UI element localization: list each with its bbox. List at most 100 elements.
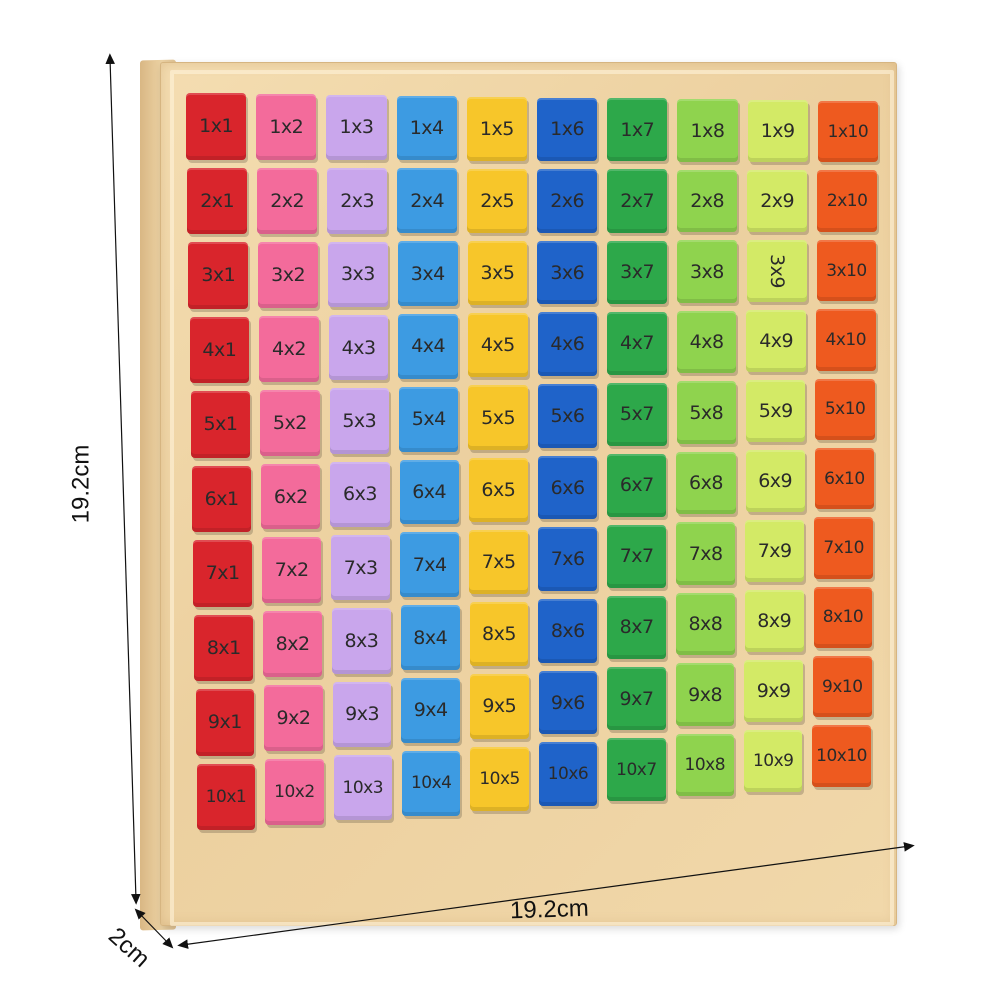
tile-5x5[interactable]: 5x5 (468, 385, 528, 450)
tile-3x3[interactable]: 3x3 (328, 241, 388, 307)
tile-1x8[interactable]: 1x8 (677, 99, 738, 162)
tile-7x10[interactable]: 7x10 (814, 517, 874, 579)
tile-10x1[interactable]: 10x1 (196, 763, 256, 830)
tile-4x10[interactable]: 4x10 (816, 309, 876, 371)
tile-3x9[interactable]: 3x9 (746, 240, 807, 303)
tile-2x6[interactable]: 2x6 (537, 169, 598, 233)
tile-5x7[interactable]: 5x7 (607, 382, 667, 446)
tile-8x8[interactable]: 8x8 (676, 592, 735, 656)
tile-2x2[interactable]: 2x2 (257, 167, 318, 234)
tile-5x10[interactable]: 5x10 (815, 378, 875, 440)
tile-7x8[interactable]: 7x8 (676, 522, 736, 585)
tile-6x5[interactable]: 6x5 (468, 457, 528, 522)
tile-8x9[interactable]: 8x9 (744, 589, 804, 652)
tile-9x1[interactable]: 9x1 (195, 689, 255, 756)
tile-10x10[interactable]: 10x10 (812, 725, 871, 787)
tile-2x8[interactable]: 2x8 (677, 169, 738, 233)
tile-4x6[interactable]: 4x6 (537, 312, 598, 377)
tile-8x1[interactable]: 8x1 (194, 614, 254, 681)
tile-9x9[interactable]: 9x9 (744, 659, 803, 722)
tile-1x10[interactable]: 1x10 (817, 101, 878, 163)
tile-6x3[interactable]: 6x3 (330, 461, 390, 527)
tile-7x1[interactable]: 7x1 (193, 540, 253, 607)
tile-6x7[interactable]: 6x7 (607, 453, 667, 517)
tile-6x8[interactable]: 6x8 (676, 451, 736, 515)
tile-8x3[interactable]: 8x3 (332, 608, 391, 674)
tile-10x6[interactable]: 10x6 (538, 742, 598, 806)
tile-6x9[interactable]: 6x9 (745, 449, 805, 512)
tile-10x4[interactable]: 10x4 (402, 750, 461, 816)
tile-9x8[interactable]: 9x8 (675, 663, 735, 726)
tile-1x4[interactable]: 1x4 (396, 95, 457, 161)
tile-9x6[interactable]: 9x6 (538, 670, 598, 735)
tile-7x5[interactable]: 7x5 (469, 529, 529, 595)
tile-3x8[interactable]: 3x8 (677, 240, 737, 303)
tile-5x3[interactable]: 5x3 (329, 388, 389, 454)
tile-5x8[interactable]: 5x8 (676, 381, 736, 444)
tile-1x3[interactable]: 1x3 (326, 94, 387, 161)
tile-3x4[interactable]: 3x4 (397, 241, 458, 307)
tile-5x9[interactable]: 5x9 (746, 379, 806, 442)
tile-4x8[interactable]: 4x8 (676, 310, 737, 374)
tile-8x4[interactable]: 8x4 (400, 605, 460, 670)
tile-1x5[interactable]: 1x5 (466, 96, 527, 161)
tile-2x10[interactable]: 2x10 (817, 170, 878, 232)
tile-9x3[interactable]: 9x3 (332, 681, 392, 748)
tile-9x5[interactable]: 9x5 (470, 674, 529, 739)
tile-1x6[interactable]: 1x6 (537, 97, 598, 162)
tile-2x7[interactable]: 2x7 (607, 169, 668, 233)
tile-6x1[interactable]: 6x1 (192, 465, 252, 532)
tile-1x2[interactable]: 1x2 (256, 93, 317, 160)
tile-1x7[interactable]: 1x7 (607, 98, 668, 162)
tile-9x4[interactable]: 9x4 (401, 678, 460, 743)
tile-2x9[interactable]: 2x9 (747, 170, 808, 233)
tile-7x3[interactable]: 7x3 (331, 534, 391, 601)
tile-8x2[interactable]: 8x2 (263, 611, 322, 678)
tile-10x9[interactable]: 10x9 (744, 729, 803, 792)
tile-4x5[interactable]: 4x5 (468, 313, 528, 378)
tile-10x7[interactable]: 10x7 (607, 738, 666, 802)
tile-3x1[interactable]: 3x1 (188, 242, 249, 309)
tile-5x1[interactable]: 5x1 (190, 391, 251, 458)
tile-1x1[interactable]: 1x1 (186, 93, 247, 160)
tile-2x1[interactable]: 2x1 (187, 167, 248, 234)
tile-9x10[interactable]: 9x10 (813, 656, 872, 718)
tile-7x4[interactable]: 7x4 (400, 532, 460, 598)
tile-2x5[interactable]: 2x5 (467, 168, 528, 234)
tile-6x2[interactable]: 6x2 (261, 463, 321, 530)
tile-8x5[interactable]: 8x5 (469, 602, 529, 667)
tile-4x1[interactable]: 4x1 (189, 316, 250, 383)
tile-4x2[interactable]: 4x2 (259, 315, 319, 382)
tile-10x2[interactable]: 10x2 (265, 759, 324, 826)
tile-6x6[interactable]: 6x6 (538, 455, 598, 520)
tile-2x4[interactable]: 2x4 (397, 168, 458, 234)
tile-7x6[interactable]: 7x6 (538, 527, 598, 592)
tile-3x10[interactable]: 3x10 (816, 239, 877, 302)
tile-10x8[interactable]: 10x8 (675, 733, 734, 797)
tile-7x9[interactable]: 7x9 (745, 519, 805, 582)
tile-7x2[interactable]: 7x2 (262, 537, 322, 604)
tile-4x4[interactable]: 4x4 (398, 314, 458, 379)
tile-10x3[interactable]: 10x3 (333, 755, 392, 821)
tile-1x9[interactable]: 1x9 (747, 100, 808, 163)
tile-6x4[interactable]: 6x4 (399, 459, 459, 525)
tile-4x9[interactable]: 4x9 (746, 310, 806, 372)
tile-4x3[interactable]: 4x3 (328, 314, 389, 381)
tile-3x2[interactable]: 3x2 (258, 241, 318, 308)
tile-5x4[interactable]: 5x4 (399, 386, 459, 452)
tile-9x7[interactable]: 9x7 (607, 667, 666, 731)
tile-8x7[interactable]: 8x7 (607, 595, 666, 660)
tile-10x5[interactable]: 10x5 (470, 746, 529, 811)
tile-8x10[interactable]: 8x10 (813, 586, 873, 649)
tile-5x6[interactable]: 5x6 (537, 384, 598, 448)
tile-3x5[interactable]: 3x5 (467, 241, 528, 306)
tile-4x7[interactable]: 4x7 (607, 311, 667, 375)
tile-9x2[interactable]: 9x2 (264, 685, 323, 752)
tile-3x6[interactable]: 3x6 (537, 240, 598, 305)
tile-5x2[interactable]: 5x2 (260, 389, 320, 456)
tile-3x7[interactable]: 3x7 (607, 240, 667, 304)
tile-6x10[interactable]: 6x10 (814, 447, 874, 510)
tile-7x7[interactable]: 7x7 (607, 524, 667, 588)
tile-2x3[interactable]: 2x3 (327, 168, 388, 234)
tile-8x6[interactable]: 8x6 (538, 599, 598, 663)
